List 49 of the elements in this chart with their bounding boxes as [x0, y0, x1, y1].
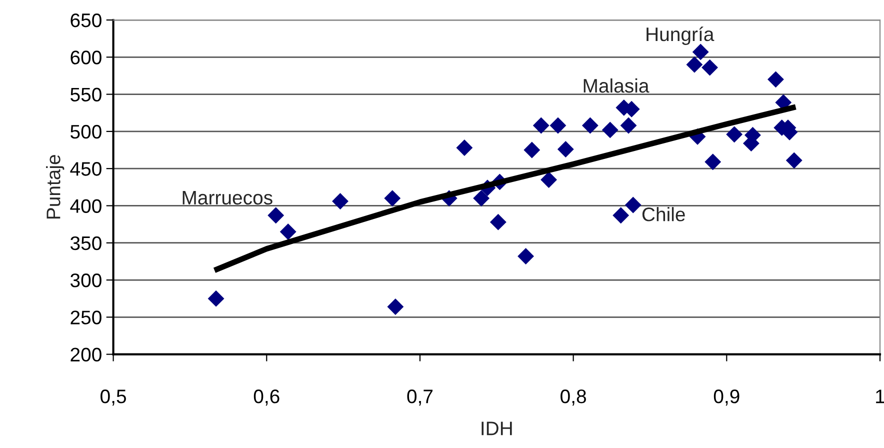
- annotation: Chile: [642, 207, 685, 222]
- annotation: Marruecos: [182, 191, 272, 205]
- point: [557, 141, 574, 158]
- y-tick-label: 350: [70, 236, 102, 250]
- y-tick-label: 250: [70, 310, 102, 324]
- y-tick-label: 300: [70, 273, 102, 288]
- y-tick-label: 200: [70, 348, 102, 362]
- x-tick-label: 0,9: [714, 390, 740, 406]
- point: [208, 290, 224, 307]
- point: [490, 214, 506, 230]
- point: [768, 71, 784, 88]
- point: [540, 172, 558, 188]
- point: [786, 152, 802, 169]
- point: [550, 117, 566, 134]
- point: [473, 190, 490, 207]
- y-tick-label: 650: [70, 13, 102, 28]
- x-tick-label: 0,7: [407, 390, 433, 406]
- point: [602, 122, 618, 138]
- point: [702, 59, 718, 76]
- point: [532, 117, 550, 134]
- point: [686, 56, 703, 73]
- point: [624, 196, 642, 214]
- point: [726, 126, 743, 143]
- x-axis-title: IDH: [482, 422, 512, 436]
- y-tick-label: 600: [70, 50, 102, 64]
- point: [620, 117, 637, 134]
- annotation: Hungría: [646, 26, 714, 45]
- point: [524, 142, 540, 158]
- y-tick-label: 500: [70, 124, 102, 139]
- point: [332, 193, 348, 210]
- point: [387, 298, 404, 315]
- point: [384, 190, 401, 207]
- y-tick-label: 450: [70, 162, 102, 176]
- point: [692, 44, 709, 60]
- y-tick-label: 550: [70, 88, 102, 102]
- point: [704, 154, 722, 170]
- point: [280, 224, 296, 240]
- point: [268, 207, 284, 224]
- point: [518, 248, 534, 264]
- point: [582, 117, 598, 134]
- y-axis-title: Puntaje: [46, 155, 64, 219]
- x-tick-label: 1: [876, 390, 884, 404]
- y-tick-label: 400: [70, 199, 102, 213]
- x-tick-label: 0,8: [560, 390, 586, 406]
- x-tick-label: 0,5: [100, 390, 126, 406]
- annotation: Malasia: [584, 78, 650, 93]
- x-tick-label: 0,6: [254, 390, 280, 406]
- point: [456, 140, 473, 156]
- point: [612, 207, 630, 224]
